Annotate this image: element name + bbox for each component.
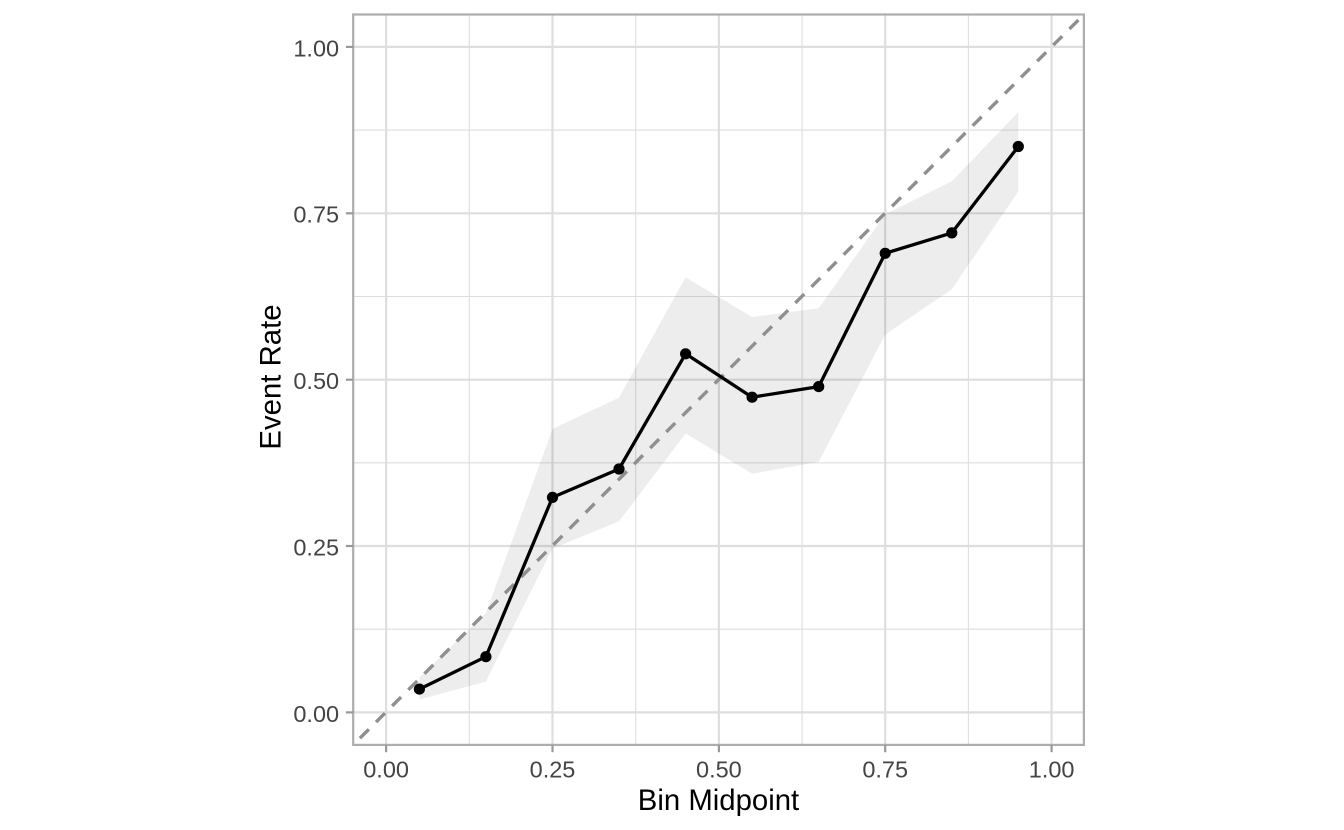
svg-text:0.25: 0.25 [530, 756, 576, 782]
svg-text:0.75: 0.75 [293, 202, 339, 228]
svg-text:0.75: 0.75 [862, 756, 908, 782]
svg-text:0.50: 0.50 [696, 756, 742, 782]
svg-text:0.00: 0.00 [363, 756, 409, 782]
svg-text:1.00: 1.00 [293, 35, 339, 61]
svg-text:0.50: 0.50 [293, 368, 339, 394]
svg-text:0.25: 0.25 [293, 534, 339, 560]
svg-text:1.00: 1.00 [1029, 756, 1075, 782]
svg-text:0.00: 0.00 [293, 701, 339, 727]
svg-text:Event Rate: Event Rate [255, 304, 288, 449]
svg-text:Bin Midpoint: Bin Midpoint [638, 784, 799, 817]
